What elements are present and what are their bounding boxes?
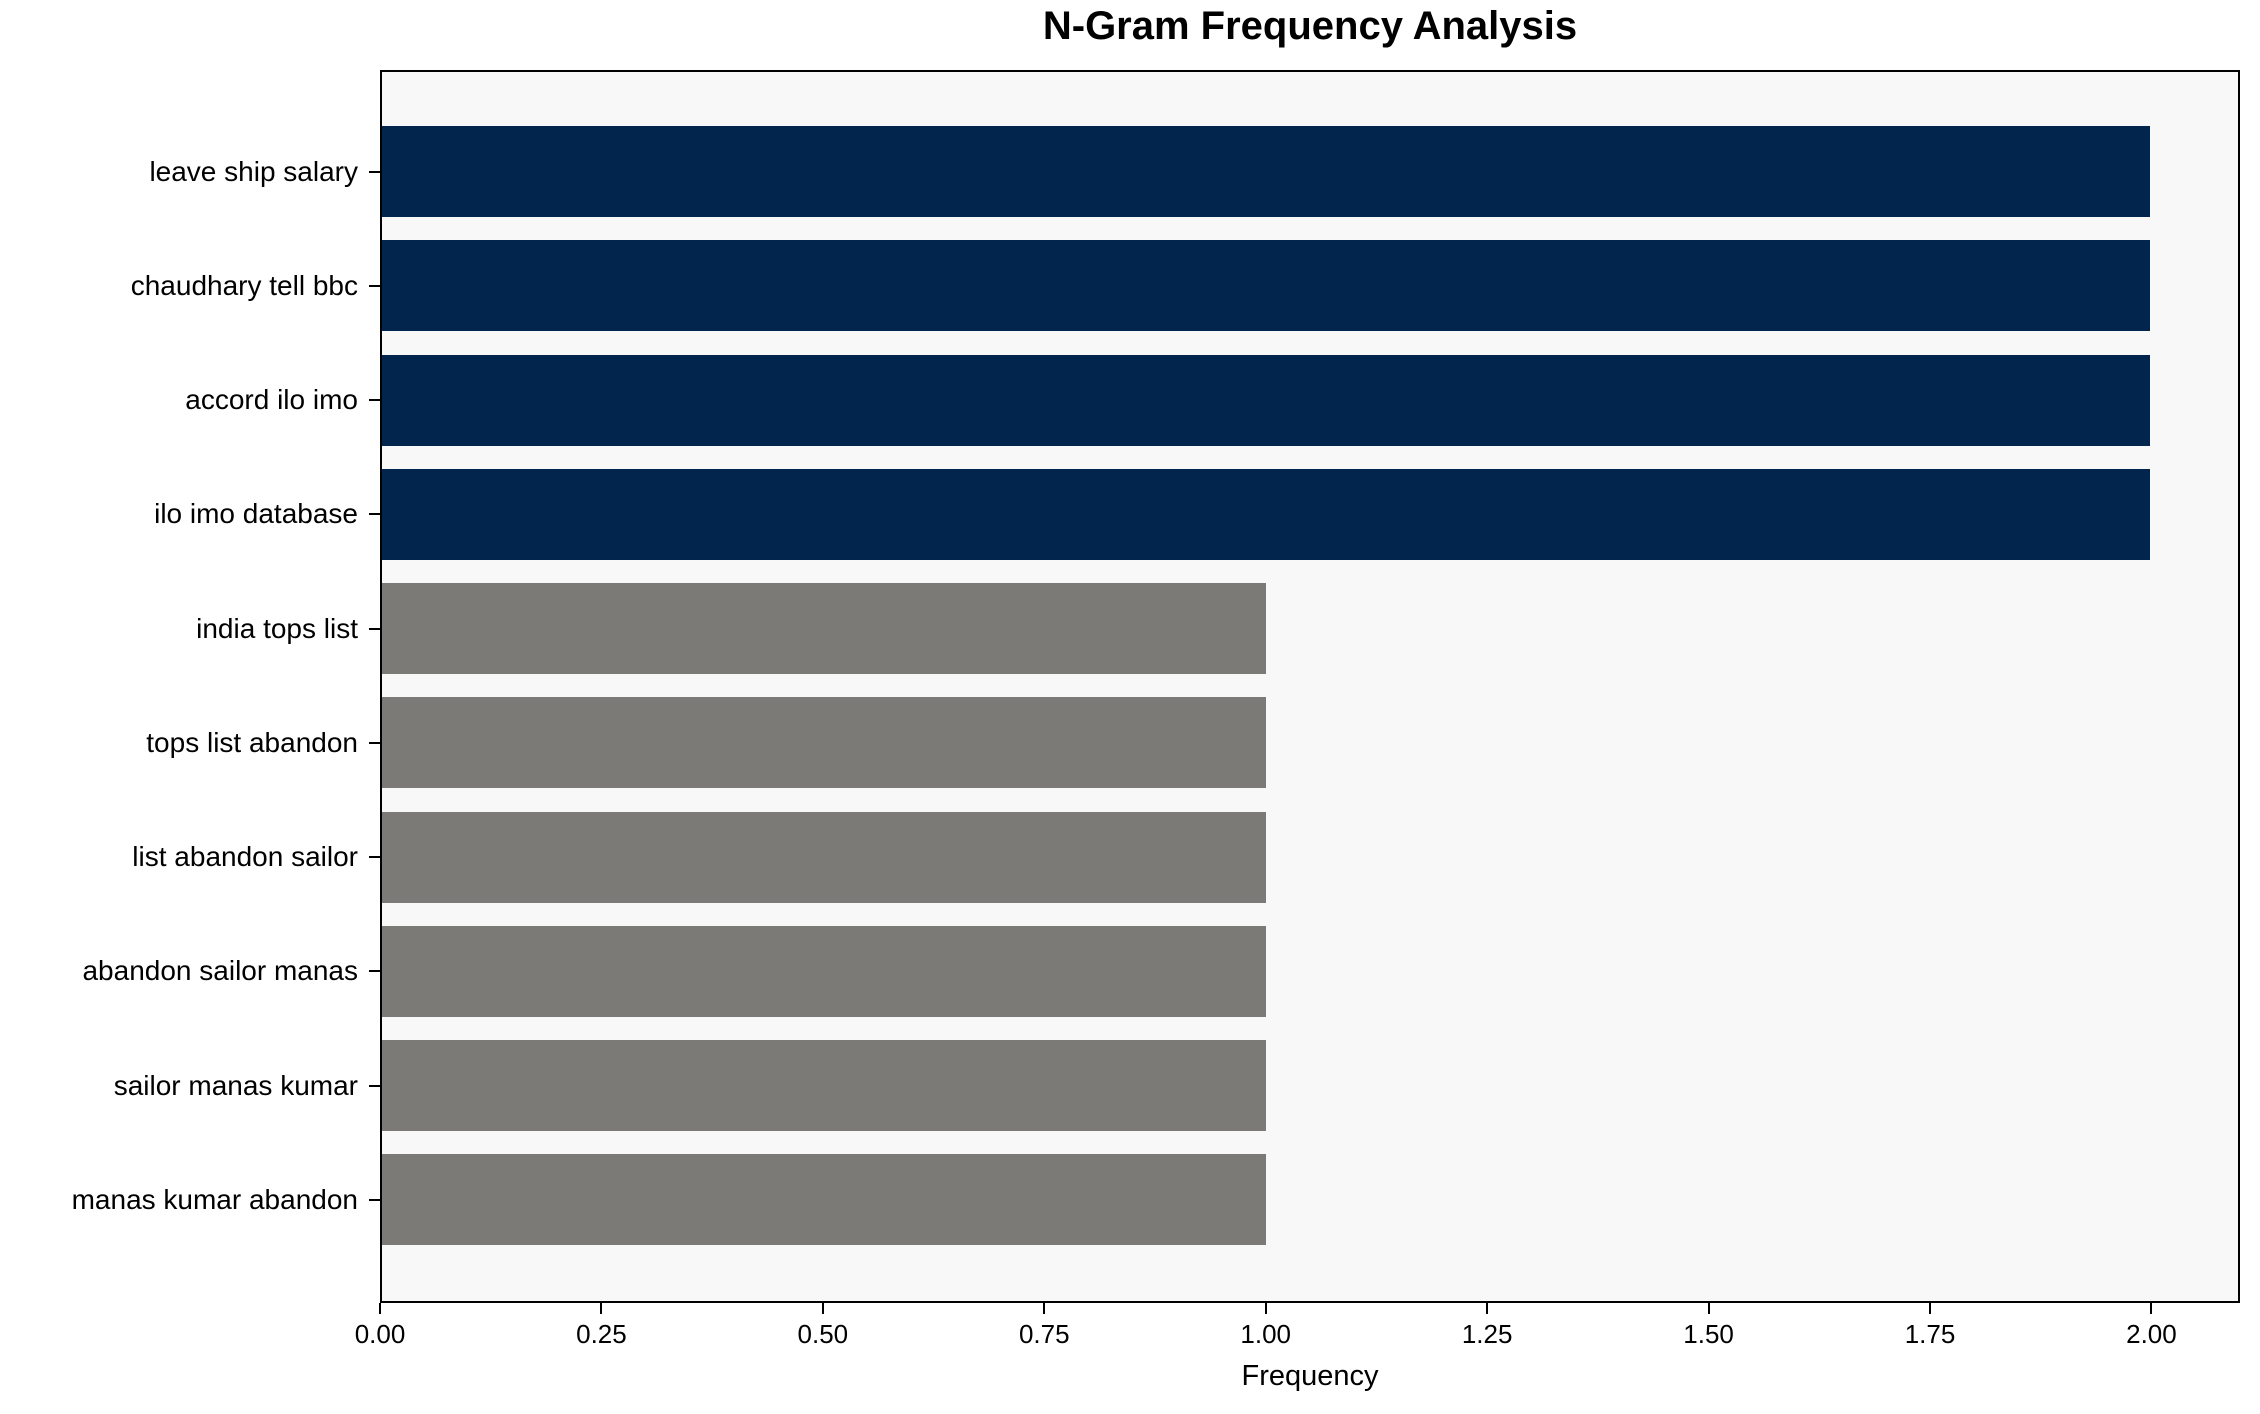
y-tick-mark	[369, 856, 380, 859]
bar-accord-ilo-imo	[382, 354, 2150, 446]
x-tick-mark	[379, 1303, 381, 1314]
bar-abandon-sailor-manas	[382, 925, 1266, 1017]
x-tick-mark	[1929, 1303, 1931, 1314]
x-tick-mark	[1043, 1303, 1046, 1314]
y-tick-label: tops list abandon	[146, 726, 358, 758]
y-tick-mark	[369, 627, 380, 630]
x-tick-label: 0.50	[797, 1319, 849, 1349]
y-tick-mark	[369, 970, 380, 973]
y-tick-label: chaudhary tell bbc	[130, 269, 358, 301]
y-tick-mark	[369, 741, 380, 744]
x-tick-label: 1.25	[1461, 1319, 1513, 1349]
x-tick-mark	[2150, 1303, 2153, 1314]
y-tick-mark	[369, 1084, 380, 1087]
y-tick-label: india tops list	[196, 612, 358, 644]
x-tick-label: 2.00	[2126, 1319, 2177, 1349]
bar-list-abandon-sailor	[382, 811, 1266, 903]
y-tick-mark	[369, 284, 380, 287]
y-tick-label: sailor manas kumar	[113, 1069, 358, 1101]
y-tick-mark	[369, 513, 380, 516]
x-tick-label: 0.00	[354, 1319, 406, 1349]
y-tick-label: list abandon sailor	[132, 841, 358, 873]
bar-tops-list-abandon	[382, 697, 1266, 789]
x-tick-mark	[1264, 1303, 1267, 1314]
x-tick-mark	[600, 1303, 603, 1314]
x-tick-label: 1.00	[1240, 1319, 1292, 1349]
x-axis-title: Frequency	[1241, 1360, 1379, 1392]
x-axis: 0.00 0.25 0.50 0.75 1.00 1.25 1.50 1.75 2.00	[355, 1303, 2240, 1363]
x-tick-mark	[1486, 1303, 1489, 1314]
bar-india-tops-list	[382, 583, 1266, 675]
plot-area	[380, 70, 2240, 1303]
y-tick-label: abandon sailor manas	[82, 955, 358, 987]
chart-title: N-Gram Frequency Analysis	[1042, 4, 1578, 48]
bar-manas-kumar-abandon	[382, 1154, 1266, 1246]
bar-sailor-manas-kumar	[382, 1040, 1266, 1132]
x-tick-mark	[821, 1303, 824, 1314]
x-tick-label: 0.75	[1018, 1319, 1070, 1349]
y-tick-label: manas kumar abandon	[71, 1183, 358, 1215]
y-axis: leave ship salary chaudhary tell bbc accor…	[0, 70, 380, 1303]
y-tick-label: accord ilo imo	[185, 384, 358, 416]
x-tick-mark	[1707, 1303, 1710, 1314]
bar-leave-ship-salary	[382, 126, 2150, 218]
y-tick-label: ilo imo database	[154, 498, 358, 530]
y-tick-mark	[369, 170, 380, 173]
x-tick-label: 1.75	[1904, 1319, 1956, 1349]
x-tick-label: 0.25	[576, 1319, 627, 1349]
x-tick-label: 1.50	[1683, 1319, 1734, 1349]
bar-ilo-imo-database	[382, 468, 2150, 560]
y-tick-mark	[369, 1198, 380, 1201]
bar-chaudhary-tell-bbc	[382, 240, 2150, 332]
y-tick-mark	[369, 399, 380, 402]
y-tick-label: leave ship salary	[149, 155, 358, 187]
